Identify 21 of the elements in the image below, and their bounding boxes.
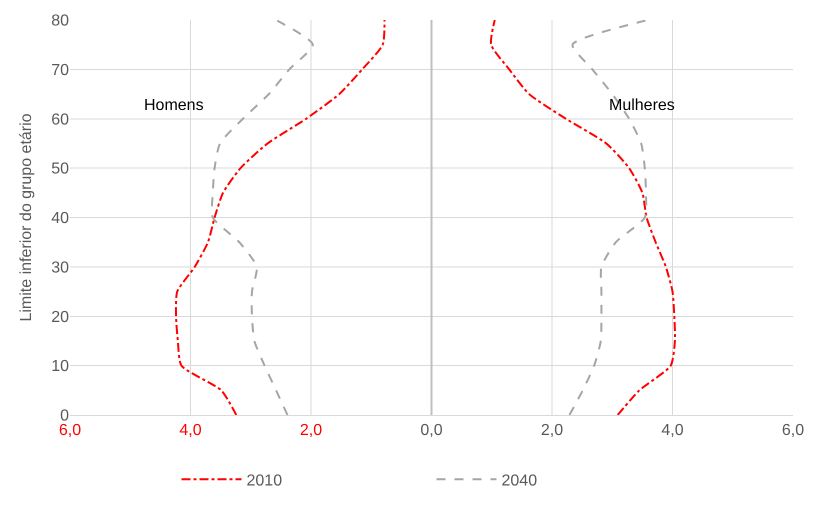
legend-label: 2040 [502,472,538,490]
y-tick-label: 60 [51,111,70,128]
x-tick-label: 4,0 [179,422,202,440]
x-tick-label: 0,0 [420,422,443,440]
x-tick-label: 6,0 [58,422,82,440]
annotation: Homens [144,97,204,114]
y-tick-label: 70 [51,62,70,79]
legend-label: 2010 [246,472,282,490]
y-tick-label: 20 [51,308,70,326]
y-tick-label: 50 [51,160,70,178]
y-tick-label: 10 [51,358,70,376]
y-tick-label: 80 [51,12,70,30]
x-tick-label: 4,0 [661,422,684,440]
y-tick-label: 30 [51,259,70,276]
y-tick-label: 0 [60,408,70,425]
x-tick-label: 2,0 [300,422,322,440]
annotation: Mulheres [609,97,675,114]
x-tick-label: 2,0 [540,422,564,440]
y-tick-label: 40 [51,210,70,228]
y-axis-title: Limite inferior do grupo etário [18,113,36,322]
x-tick-label: 6,0 [782,422,804,440]
